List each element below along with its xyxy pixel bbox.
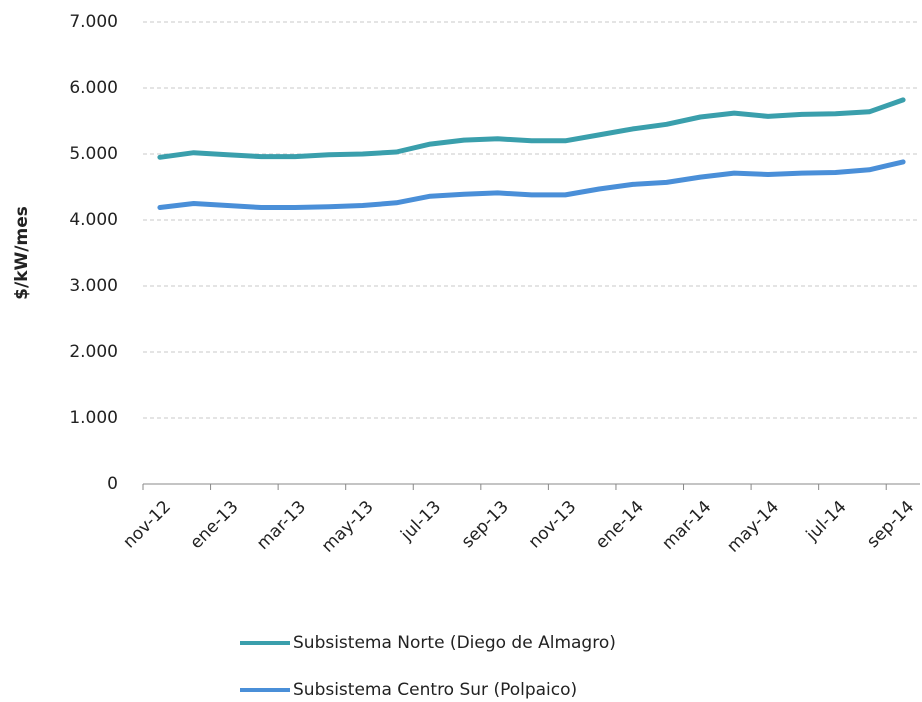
x-tick-label: jul-14	[802, 497, 851, 546]
series-line	[157, 159, 906, 210]
x-tick-label: ene-13	[186, 497, 242, 553]
x-tick-label: mar-14	[658, 497, 715, 554]
x-tick-label: may-13	[318, 497, 378, 557]
y-tick-label: 7.000	[69, 12, 118, 32]
y-tick-label: 6.000	[69, 78, 118, 98]
x-tick-label: ene-14	[592, 497, 648, 553]
y-tick-label: 1.000	[69, 408, 118, 428]
x-tick-label: jul-13	[396, 497, 445, 546]
y-tick-label: 3.000	[69, 276, 118, 296]
y-axis-label: $/kW/mes	[12, 206, 32, 300]
legend-label: Subsistema Centro Sur (Polpaico)	[293, 680, 577, 700]
legend-label: Subsistema Norte (Diego de Almagro)	[293, 633, 616, 653]
x-tick-label: nov-13	[525, 497, 581, 553]
y-tick-label: 2.000	[69, 342, 118, 362]
x-tick-label: may-14	[723, 497, 783, 557]
x-tick-label: nov-12	[119, 497, 175, 553]
y-tick-label: 5.000	[69, 144, 118, 164]
y-tick-label: 0	[107, 474, 118, 494]
x-tick-label: sep-14	[863, 497, 918, 552]
x-tick-label: sep-13	[458, 497, 513, 552]
y-tick-label: 4.000	[69, 210, 118, 230]
series-line	[157, 97, 906, 160]
x-tick-label: mar-13	[253, 497, 310, 554]
